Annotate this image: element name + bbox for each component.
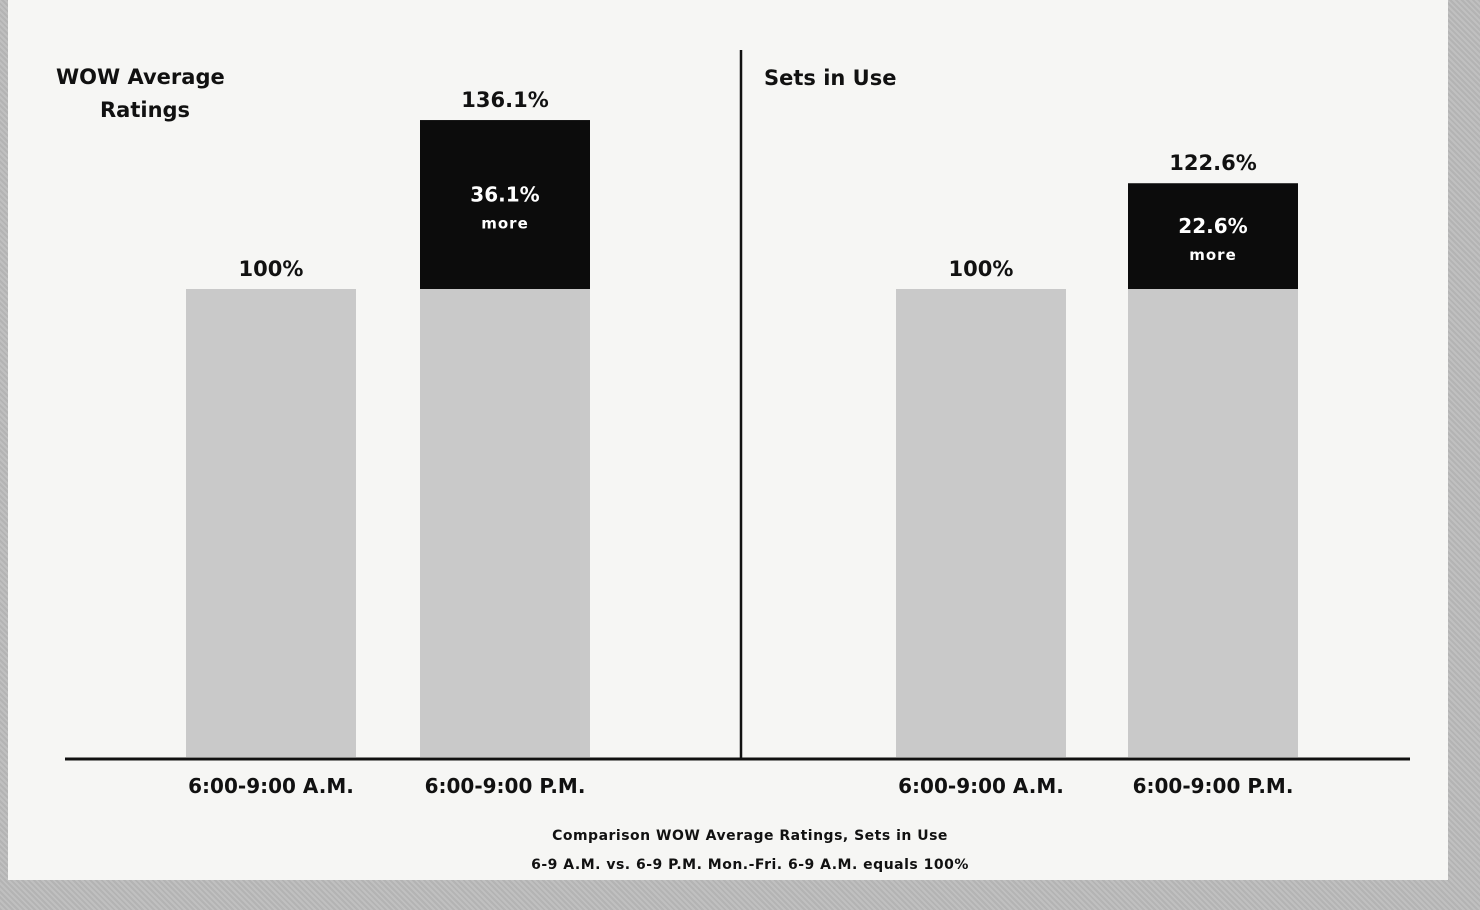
chart-2-category-label-2: 6:00-9:00 P.M. (1133, 774, 1294, 798)
chart-2-bar-1-base (896, 289, 1066, 757)
chart-2-bar-2-increase (1128, 183, 1298, 289)
chart-1-category-label-2: 6:00-9:00 P.M. (425, 774, 586, 798)
chart-svg: WOW Average Ratings 100% 6:00-9:00 A.M. 36.1… (56, 50, 1410, 873)
chart-1-increase-label: 36.1% (470, 183, 539, 207)
chart-2-title-line-1: Sets in Use (764, 66, 896, 90)
chart-2-increase-sublabel: more (1189, 246, 1237, 264)
caption-line-2: 6-9 A.M. vs. 6-9 P.M. Mon.-Fri. 6-9 A.M.… (531, 857, 969, 873)
text-layer: WOW Average Ratings 100% 6:00-9:00 A.M. 36.1… (56, 65, 1293, 798)
chart-1-bar-2-base (420, 289, 590, 757)
chart-1-category-label-1: 6:00-9:00 A.M. (188, 774, 354, 798)
chart-2-bar-2-base (1128, 289, 1298, 757)
chart-1-title-line-2: Ratings (100, 98, 190, 122)
chart-1-bar-1-value-label: 100% (239, 257, 304, 281)
chart-2-category-label-1: 6:00-9:00 A.M. (898, 774, 1064, 798)
chart-1-bar-1-base (186, 289, 356, 757)
caption-line-1: Comparison WOW Average Ratings, Sets in … (552, 828, 948, 844)
chart-2-bar-2-value-label: 122.6% (1169, 151, 1256, 175)
chart-1-bar-2-increase (420, 120, 590, 289)
chart-2-increase-label: 22.6% (1178, 214, 1247, 238)
chart-2-bar-1-value-label: 100% (949, 257, 1014, 281)
chart-1-increase-sublabel: more (481, 215, 529, 233)
chart-1-bar-2-value-label: 136.1% (461, 88, 548, 112)
chart-page: WOW Average Ratings 100% 6:00-9:00 A.M. 36.1… (8, 0, 1448, 880)
chart-1-title-line-1: WOW Average (56, 65, 225, 89)
bars-layer (186, 120, 1298, 757)
